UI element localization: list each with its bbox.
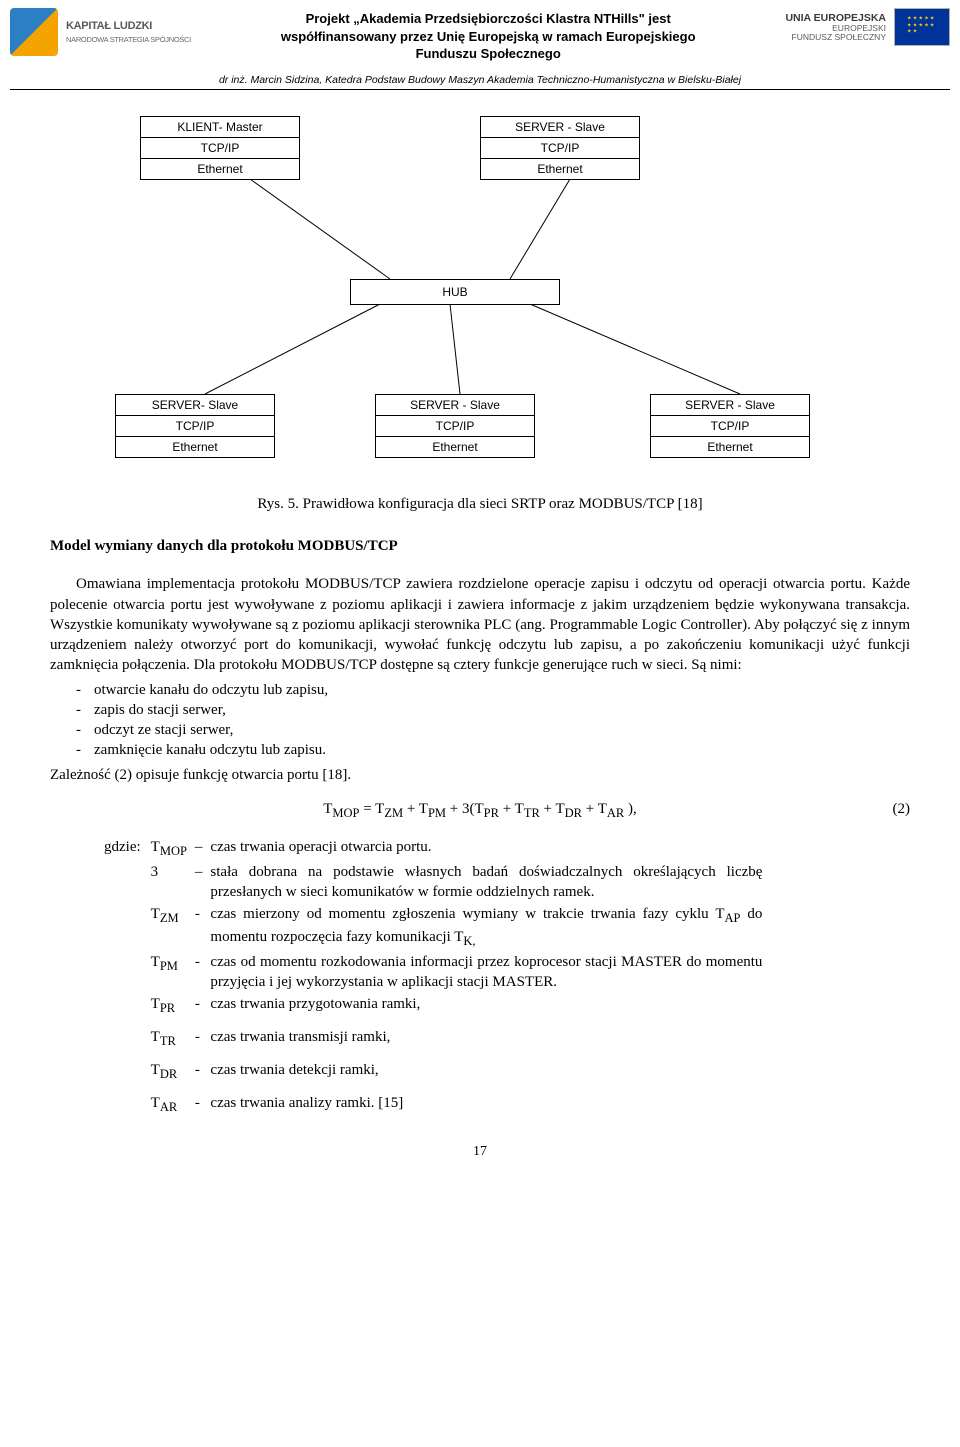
list-item: otwarcie kanału do odczytu lub zapisu, bbox=[94, 680, 910, 700]
def-dash: – bbox=[193, 861, 207, 904]
def-dash: – bbox=[193, 836, 207, 861]
paragraph-2: Zależność (2) opisuje funkcję otwarcia p… bbox=[50, 765, 910, 785]
kl-subtitle: NARODOWA STRATEGIA SPÓJNOŚCI bbox=[66, 35, 191, 45]
def-desc: czas trwania przygotowania ramki, bbox=[206, 993, 766, 1018]
table-row: TPM - czas od momentu rozkodowania infor… bbox=[100, 951, 766, 994]
node-cell: Ethernet bbox=[116, 437, 274, 457]
table-row: TPR - czas trwania przygotowania ramki, bbox=[100, 993, 766, 1018]
definitions: gdzie: TMOP – czas trwania operacji otwa… bbox=[0, 836, 960, 1117]
table-row bbox=[100, 1051, 766, 1059]
figure-caption: Rys. 5. Prawidłowa konfiguracja dla siec… bbox=[0, 494, 960, 514]
node-server-top: SERVER - Slave TCP/IP Ethernet bbox=[480, 116, 640, 181]
definitions-table: gdzie: TMOP – czas trwania operacji otwa… bbox=[100, 836, 766, 1117]
def-desc: czas trwania detekcji ramki, bbox=[206, 1059, 766, 1084]
eu-flag-icon bbox=[894, 8, 950, 46]
def-sym: 3 bbox=[147, 861, 193, 904]
def-dash: - bbox=[193, 1092, 207, 1117]
def-sym: TAR bbox=[147, 1092, 193, 1117]
def-sym: TTR bbox=[147, 1026, 193, 1051]
table-row: TTR - czas trwania transmisji ramki, bbox=[100, 1026, 766, 1051]
node-server-b1: SERVER- Slave TCP/IP Ethernet bbox=[115, 394, 275, 459]
node-cell: TCP/IP bbox=[116, 416, 274, 437]
header-center-text: Projekt „Akademia Przedsiębiorczości Kla… bbox=[278, 8, 698, 63]
kapital-ludzki-logo bbox=[10, 8, 58, 56]
table-row: TDR - czas trwania detekcji ramki, bbox=[100, 1059, 766, 1084]
ue-line1: UNIA EUROPEJSKA bbox=[785, 13, 886, 24]
table-row: TZM - czas mierzony od momentu zgłoszeni… bbox=[100, 903, 766, 951]
gdzie-label: gdzie: bbox=[100, 836, 147, 861]
kl-text: KAPITAŁ LUDZKI NARODOWA STRATEGIA SPÓJNO… bbox=[66, 19, 191, 46]
node-client-master: KLIENT- Master TCP/IP Ethernet bbox=[140, 116, 300, 181]
network-diagram: KLIENT- Master TCP/IP Ethernet SERVER - … bbox=[10, 104, 950, 484]
def-desc: czas trwania analizy ramki. [15] bbox=[206, 1092, 766, 1117]
def-dash: - bbox=[193, 993, 207, 1018]
def-sym: TPR bbox=[147, 993, 193, 1018]
separator bbox=[10, 89, 950, 90]
node-server-b2: SERVER - Slave TCP/IP Ethernet bbox=[375, 394, 535, 459]
node-cell: SERVER - Slave bbox=[376, 395, 534, 416]
node-cell: SERVER - Slave bbox=[651, 395, 809, 416]
node-cell: KLIENT- Master bbox=[141, 117, 299, 138]
hub-node: HUB bbox=[350, 279, 560, 305]
list-item: zamknięcie kanału odczytu lub zapisu. bbox=[94, 740, 910, 760]
node-cell: Ethernet bbox=[141, 159, 299, 179]
formula: TMOP = TZM + TPM + 3(TPR + TTR + TDR + T… bbox=[50, 799, 910, 822]
node-cell: SERVER- Slave bbox=[116, 395, 274, 416]
table-row: gdzie: TMOP – czas trwania operacji otwa… bbox=[100, 836, 766, 861]
bullet-list: otwarcie kanału do odczytu lub zapisu, z… bbox=[50, 680, 910, 761]
node-cell: TCP/IP bbox=[651, 416, 809, 437]
section-title: Model wymiany danych dla protokołu MODBU… bbox=[50, 536, 910, 556]
table-row: TAR - czas trwania analizy ramki. [15] bbox=[100, 1092, 766, 1117]
ue-text: UNIA EUROPEJSKA EUROPEJSKI FUNDUSZ SPOŁE… bbox=[785, 13, 886, 42]
page-number: 17 bbox=[0, 1143, 960, 1162]
def-desc: czas od momentu rozkodowania informacji … bbox=[206, 951, 766, 994]
node-cell: TCP/IP bbox=[481, 138, 639, 159]
header-right-block: UNIA EUROPEJSKA EUROPEJSKI FUNDUSZ SPOŁE… bbox=[785, 8, 950, 46]
main-content: Model wymiany danych dla protokołu MODBU… bbox=[0, 536, 960, 822]
equation-number: (2) bbox=[893, 799, 911, 819]
table-row bbox=[100, 1018, 766, 1026]
header-left-block: KAPITAŁ LUDZKI NARODOWA STRATEGIA SPÓJNO… bbox=[10, 8, 191, 56]
node-server-b3: SERVER - Slave TCP/IP Ethernet bbox=[650, 394, 810, 459]
table-row: 3 – stała dobrana na podstawie własnych … bbox=[100, 861, 766, 904]
def-desc: czas mierzony od momentu zgłoszenia wymi… bbox=[206, 903, 766, 951]
def-desc: czas trwania operacji otwarcia portu. bbox=[206, 836, 766, 861]
kl-logo-icon bbox=[10, 8, 58, 56]
table-row bbox=[100, 1084, 766, 1092]
node-cell: Ethernet bbox=[481, 159, 639, 179]
formula-body: TMOP = TZM + TPM + 3(TPR + TTR + TDR + T… bbox=[323, 801, 637, 817]
kl-title: KAPITAŁ LUDZKI bbox=[66, 19, 191, 34]
def-sym: TPM bbox=[147, 951, 193, 994]
def-dash: - bbox=[193, 1026, 207, 1051]
node-cell: Ethernet bbox=[651, 437, 809, 457]
paragraph-1: Omawiana implementacja protokołu MODBUS/… bbox=[50, 574, 910, 675]
def-dash: - bbox=[193, 1059, 207, 1084]
def-sym: TDR bbox=[147, 1059, 193, 1084]
page-header: KAPITAŁ LUDZKI NARODOWA STRATEGIA SPÓJNO… bbox=[0, 0, 960, 63]
node-cell: TCP/IP bbox=[141, 138, 299, 159]
def-desc: stała dobrana na podstawie własnych bada… bbox=[206, 861, 766, 904]
def-dash: - bbox=[193, 951, 207, 994]
def-sym: TZM bbox=[147, 903, 193, 951]
node-cell: TCP/IP bbox=[376, 416, 534, 437]
node-cell: SERVER - Slave bbox=[481, 117, 639, 138]
def-dash: - bbox=[193, 903, 207, 951]
byline: dr inż. Marcin Sidzina, Katedra Podstaw … bbox=[0, 73, 960, 87]
list-item: zapis do stacji serwer, bbox=[94, 700, 910, 720]
list-item: odczyt ze stacji serwer, bbox=[94, 720, 910, 740]
node-cell: Ethernet bbox=[376, 437, 534, 457]
ue-line3: FUNDUSZ SPOŁECZNY bbox=[785, 33, 886, 42]
def-desc: czas trwania transmisji ramki, bbox=[206, 1026, 766, 1051]
def-sym: TMOP bbox=[147, 836, 193, 861]
